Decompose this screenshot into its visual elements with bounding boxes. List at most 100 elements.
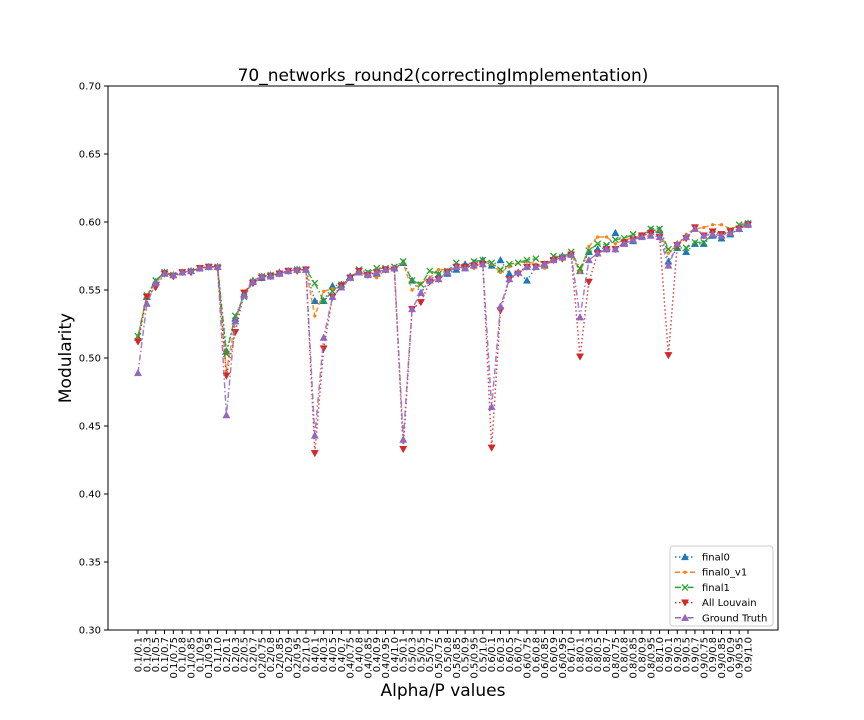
- data-point: [204, 262, 213, 271]
- data-point: [593, 249, 602, 257]
- data-point: [319, 333, 328, 341]
- data-point: [169, 270, 178, 279]
- x-tick-label: 0.5/1.0: [478, 637, 489, 672]
- data-point: [328, 292, 337, 300]
- data-point: [372, 268, 381, 276]
- data-point: [195, 264, 204, 272]
- x-tick-label: 0.5/0.8: [443, 637, 454, 672]
- y-axis: 0.30 0.35 0.40 0.45 0.50 0.55 0.60 0.65 0.70: [79, 82, 108, 637]
- data-point: [410, 288, 414, 292]
- x-tick-label: 0.4/0.8: [355, 637, 366, 672]
- x-tick-label: 0.9/1.0: [744, 637, 755, 672]
- data-point: [611, 236, 619, 244]
- data-point: [435, 270, 443, 278]
- legend-label: All Louvain: [702, 598, 757, 609]
- data-point: [522, 276, 532, 284]
- data-point: [576, 264, 584, 272]
- data-point: [531, 262, 540, 271]
- y-tick-label: 0.65: [79, 150, 101, 161]
- x-tick-label: 0.1/0.9: [195, 637, 206, 672]
- x-tick-label: 0.9/0.7: [690, 637, 701, 672]
- data-point: [313, 314, 317, 318]
- data-point: [717, 231, 726, 239]
- x-axis: 0.1/0.10.1/0.30.1/0.50.1/0.70.1/0.750.1/…: [134, 630, 755, 679]
- x-tick-label: 0.6/0.95: [558, 637, 569, 679]
- data-point: [399, 435, 408, 443]
- data-point: [257, 272, 266, 280]
- data-point: [664, 352, 673, 360]
- x-axis-label: Alpha/P values: [380, 681, 505, 701]
- data-point: [584, 255, 593, 264]
- data-point: [310, 450, 319, 458]
- data-point: [399, 445, 408, 454]
- data-point: [213, 262, 222, 271]
- x-tick-label: 0.4/0.5: [328, 637, 339, 672]
- x-tick-label: 0.4/0.85: [363, 637, 374, 679]
- data-point: [452, 262, 461, 271]
- data-point: [487, 444, 496, 452]
- data-point: [602, 245, 611, 253]
- data-point: [488, 259, 496, 267]
- data-point: [666, 251, 671, 255]
- x-tick-label: 0.1/0.8: [178, 637, 189, 672]
- x-tick-label: 0.2/0.1: [222, 637, 233, 672]
- data-point: [611, 245, 620, 253]
- data-point: [301, 265, 310, 273]
- y-tick-label: 0.45: [79, 422, 101, 433]
- data-point: [425, 276, 434, 284]
- data-point: [743, 220, 753, 228]
- data-point: [596, 235, 600, 239]
- data-point: [576, 353, 585, 361]
- x-tick-label: 0.6/0.7: [514, 637, 525, 672]
- data-point: [611, 228, 620, 237]
- legend-label: final1: [702, 583, 730, 594]
- x-tick-label: 0.5/0.1: [399, 637, 410, 672]
- data-point: [682, 247, 691, 256]
- x-tick-label: 0.1/0.75: [169, 637, 180, 679]
- x-tick-label: 0.2/0.3: [231, 637, 242, 672]
- data-point: [222, 350, 230, 358]
- data-point: [310, 431, 319, 439]
- x-tick-label: 0.6/0.9: [549, 637, 560, 672]
- data-point: [585, 247, 593, 255]
- data-point: [134, 332, 142, 340]
- data-point: [293, 265, 302, 273]
- x-tick-label: 0.9/0.75: [699, 637, 710, 679]
- legend-entry: final0_v1: [675, 568, 747, 579]
- data-point: [532, 255, 540, 263]
- data-point: [497, 266, 504, 274]
- series-line: [137, 224, 749, 454]
- data-point: [319, 345, 328, 353]
- data-point: [594, 240, 602, 248]
- x-tick-label: 0.5/0.95: [469, 637, 480, 679]
- x-tick-label: 0.2/0.8: [266, 637, 277, 672]
- x-tick-label: 0.4/0.9: [372, 637, 383, 672]
- data-point: [478, 260, 487, 268]
- data-point: [399, 257, 407, 265]
- data-point: [469, 261, 478, 269]
- data-point: [275, 269, 284, 277]
- x-tick-label: 0.4/0.95: [381, 637, 392, 679]
- data-point: [691, 238, 699, 246]
- x-tick-label: 0.8/0.9: [637, 637, 648, 672]
- data-point: [637, 232, 646, 241]
- data-point: [461, 264, 470, 272]
- data-point: [699, 231, 708, 239]
- x-tick-label: 0.2/0.5: [240, 637, 251, 672]
- legend-box: [669, 545, 774, 627]
- x-tick-label: 0.4/0.1: [310, 637, 321, 672]
- data-point: [436, 268, 441, 272]
- x-tick-label: 0.1/0.95: [204, 637, 215, 679]
- data-point: [496, 302, 505, 310]
- x-tick-label: 0.8/0.85: [629, 637, 640, 679]
- data-point: [735, 224, 744, 232]
- x-tick-label: 0.6/0.75: [522, 637, 533, 679]
- y-tick-label: 0.60: [79, 218, 101, 229]
- legend: final0 final0_v1 final1 All Louvain Ground T…: [669, 545, 774, 627]
- data-point: [160, 269, 169, 277]
- x-tick-label: 0.6/0.85: [540, 637, 551, 679]
- x-tick-label: 0.9/0.3: [673, 637, 684, 672]
- data-point: [604, 235, 609, 239]
- data-point: [408, 304, 417, 313]
